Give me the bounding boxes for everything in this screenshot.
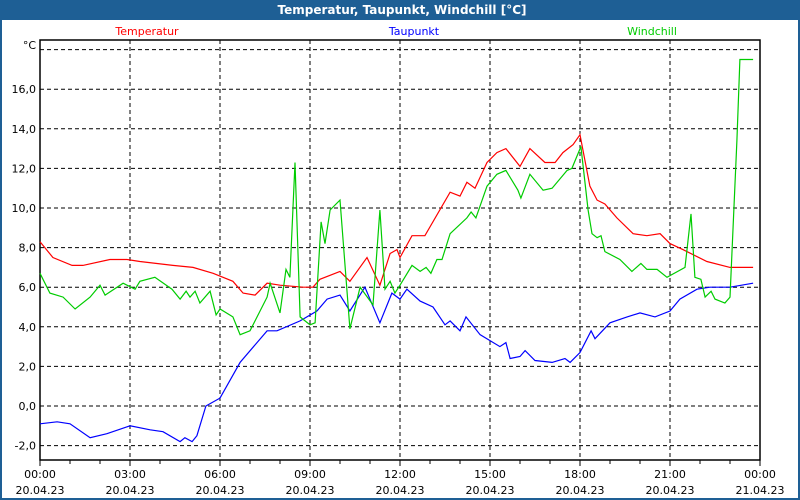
y-tick-label: 16,0 [12,83,37,96]
series-line-windchill [39,58,754,336]
x-tick-time: 00:00 [744,468,776,481]
x-tick-date: 21.04.23 [736,484,785,497]
x-tick-time: 21:00 [654,468,686,481]
y-tick-label: 4,0 [19,321,37,334]
x-tick-time: 03:00 [114,468,146,481]
x-tick-date: 20.04.23 [646,484,695,497]
y-tick-label: -2,0 [15,440,36,453]
series-line-temperatur [39,133,754,296]
x-tick-date: 20.04.23 [466,484,515,497]
legend-temperatur: Temperatur [114,25,179,38]
y-tick-label: 0,0 [19,400,37,413]
x-tick-time: 12:00 [384,468,416,481]
window-title: Temperatur, Taupunkt, Windchill [°C] [2,0,800,20]
x-tick-time: 15:00 [474,468,506,481]
y-tick-label: 6,0 [19,281,37,294]
y-axis-label: °C [23,39,37,52]
y-tick-label: 14,0 [12,123,37,136]
y-tick-label: 10,0 [12,202,37,215]
x-tick-time: 18:00 [564,468,596,481]
x-tick-date: 20.04.23 [16,484,65,497]
y-tick-label: 2,0 [19,360,37,373]
x-tick-date: 20.04.23 [376,484,425,497]
x-tick-date: 20.04.23 [106,484,155,497]
x-tick-time: 09:00 [294,468,326,481]
series-line-taupunkt [39,282,754,443]
plot-frame [39,39,761,461]
legend-windchill: Windchill [627,25,677,38]
y-tick-label: 8,0 [19,242,37,255]
legend-taupunkt: Taupunkt [388,25,440,38]
x-tick-time: 06:00 [204,468,236,481]
x-tick-time: 00:00 [24,468,56,481]
x-tick-date: 20.04.23 [556,484,605,497]
y-tick-label: 12,0 [12,162,37,175]
x-tick-date: 20.04.23 [286,484,335,497]
x-tick-date: 20.04.23 [196,484,245,497]
